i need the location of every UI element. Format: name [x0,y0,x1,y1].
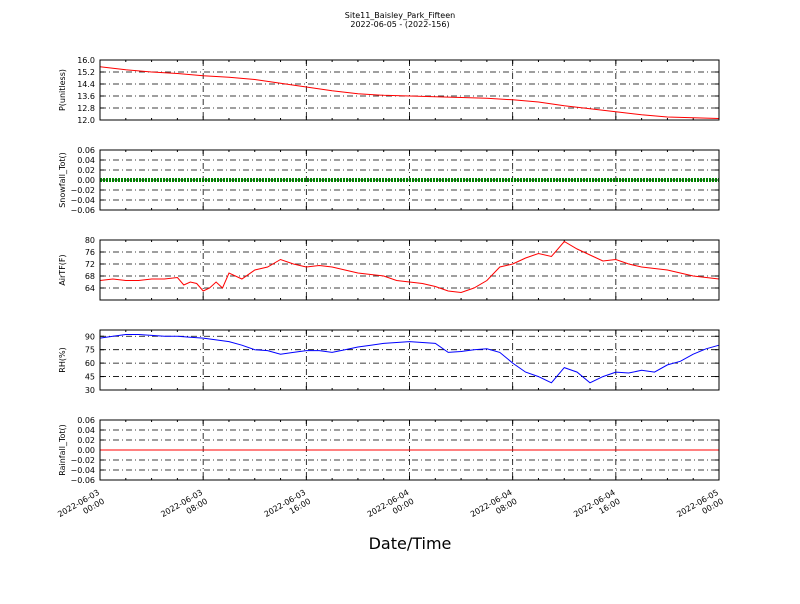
y-tick-label: 15.2 [77,68,95,77]
y-tick-label: 16.0 [77,56,95,65]
y-tick-label: 0.04 [77,426,95,435]
y-axis-label: Snowfall_Tot() [58,152,67,208]
y-tick-label: 0.06 [77,416,95,425]
plot-frame [99,329,720,391]
y-tick-label: −0.06 [70,476,95,485]
y-tick-label: 45 [85,373,95,382]
y-tick-label: −0.02 [70,186,95,195]
x-tick-label: 2022-06-0316:00 [263,488,313,528]
y-tick-label: 30 [85,386,95,395]
x-tick-label: 2022-06-0416:00 [572,488,622,528]
x-axis-label: Date/Time [368,534,452,553]
y-tick-label: 0.00 [77,446,95,455]
y-axis-label: RH(%) [58,347,67,372]
x-tick-label: 2022-06-0308:00 [159,488,209,528]
x-tick-label: 2022-06-0300:00 [56,488,106,528]
series-line [99,240,720,294]
y-tick-label: 68 [85,272,95,281]
y-tick-label: 0.00 [77,176,95,185]
series-line [99,66,720,119]
y-tick-label: −0.04 [70,466,95,475]
series-line [99,334,720,384]
y-tick-label: 0.04 [77,156,95,165]
y-tick-label: 0.02 [77,436,95,445]
plot-frame [99,239,720,301]
y-axis-label: AirTF(F) [58,254,67,285]
y-tick-label: 0.02 [77,166,95,175]
y-tick-label: 64 [85,284,95,293]
y-tick-label: 13.6 [77,92,95,101]
plot-frame [99,59,720,121]
y-tick-label: 12.0 [77,116,95,125]
y-tick-label: 0.06 [77,146,95,155]
y-tick-label: 60 [85,359,95,368]
plot-frame [99,419,720,481]
y-axis-label: Rainfall_Tot() [58,424,67,476]
y-tick-label: 80 [85,236,95,245]
y-tick-label: 12.8 [77,104,95,113]
y-tick-label: −0.04 [70,196,95,205]
plot-frame [99,149,720,211]
x-tick-label: 2022-06-0400:00 [366,488,416,528]
chart-subtitle: 2022-06-05 - (2022-156) [350,20,450,29]
x-tick-label: 2022-06-0408:00 [469,488,519,528]
x-tick-label: 2022-06-0500:00 [675,488,725,528]
y-tick-label: 76 [85,248,95,257]
y-tick-label: 75 [85,346,95,355]
y-axis-label: P(unitless) [58,69,67,111]
y-tick-label: 90 [85,332,95,341]
y-tick-label: −0.02 [70,456,95,465]
chart-title: Site11_Baisley_Park_Fifteen [344,11,456,20]
y-tick-label: −0.06 [70,206,95,215]
y-tick-label: 14.4 [77,80,95,89]
y-tick-label: 72 [85,260,95,269]
